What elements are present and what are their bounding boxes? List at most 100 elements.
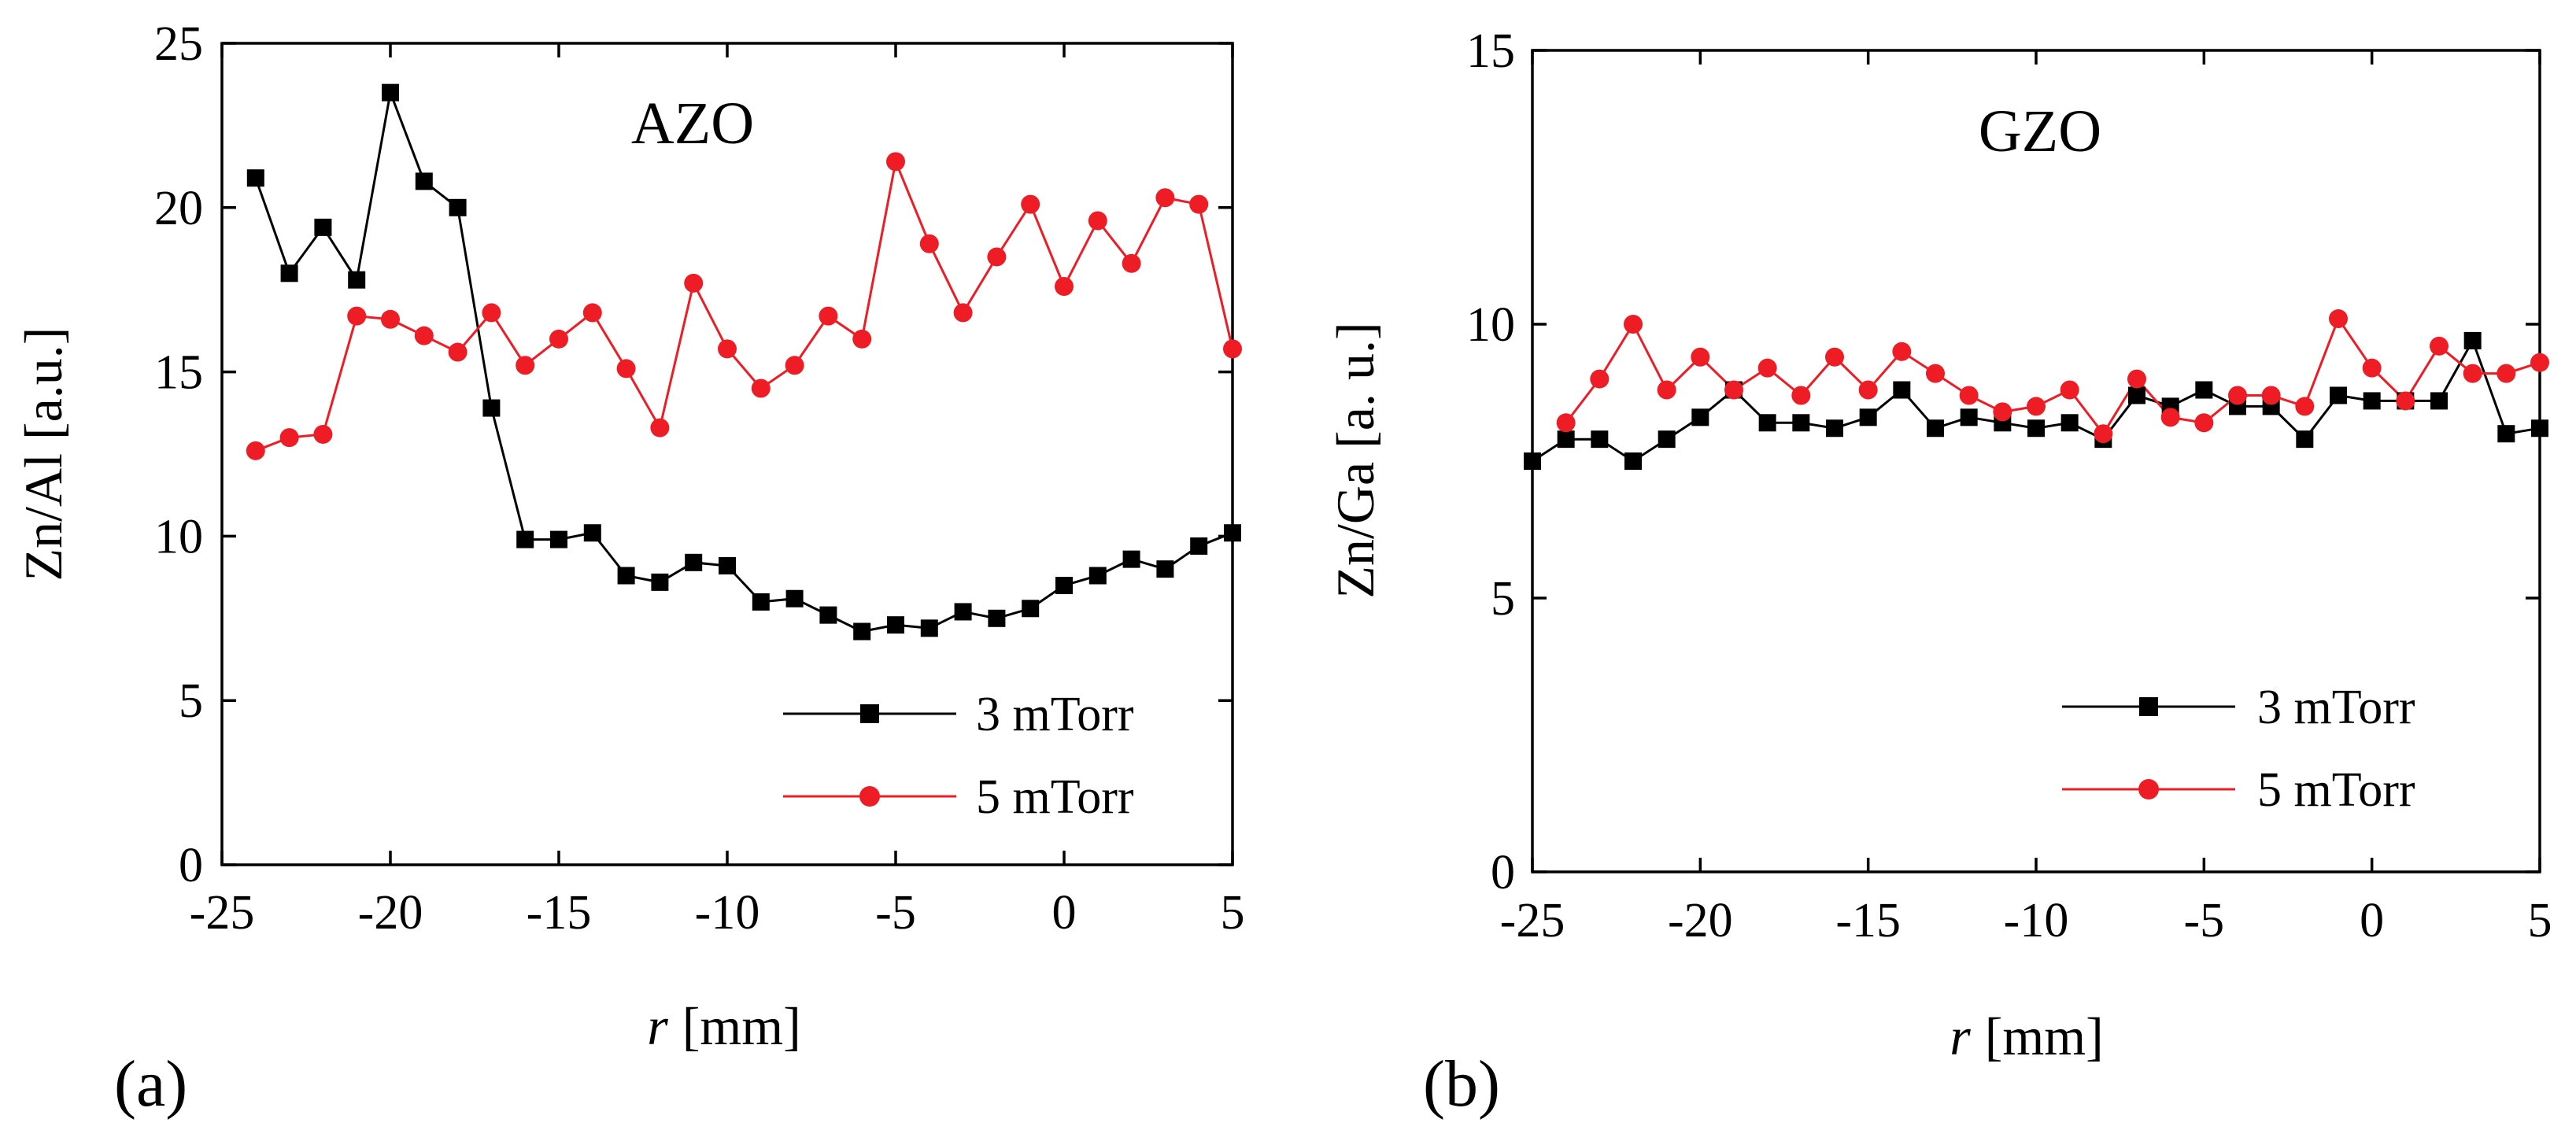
panel-b-x-tick-label: 5	[2528, 894, 2552, 947]
panel-b-point-5mtorr	[2362, 358, 2382, 378]
panel-b-point-5mtorr	[2261, 386, 2281, 405]
panel-b-point-5mtorr	[2060, 380, 2079, 400]
panel-b-point-5mtorr	[1825, 347, 1844, 367]
panel-b-point-3mtorr	[2027, 419, 2045, 438]
panel-b-point-3mtorr	[1792, 414, 1810, 432]
panel-b-x-tick-label: -25	[1500, 894, 1565, 947]
panel-a-point-5mtorr	[516, 356, 535, 375]
panel-a-point-5mtorr	[987, 247, 1007, 267]
panel-a-legend-label-3mtorr: 3 mTorr	[976, 688, 1134, 741]
panel-a-point-3mtorr	[1122, 550, 1140, 568]
panel-b-x-axis-title: r [mm]	[1950, 1006, 2104, 1066]
panel-a-point-5mtorr	[246, 441, 265, 460]
panel-a-point-5mtorr	[852, 329, 872, 349]
panel-a-point-3mtorr	[785, 589, 804, 607]
panel-b-y-tick-label: 10	[1466, 298, 1515, 352]
panel-b-point-5mtorr	[1959, 386, 1979, 405]
panel-b-point-3mtorr	[2363, 392, 2381, 410]
panel-a-point-5mtorr	[684, 273, 704, 293]
panel-a-title: AZO	[631, 90, 754, 157]
panel-b-point-3mtorr	[1658, 430, 1676, 449]
panel-a-point-5mtorr	[718, 339, 737, 359]
panel-a-y-tick-label: 0	[179, 839, 203, 892]
panel-a-point-5mtorr	[785, 356, 804, 375]
panel-a-point-5mtorr	[279, 428, 299, 448]
panel-b-point-3mtorr	[1893, 381, 1911, 399]
panel-b-point-3mtorr	[1859, 408, 1877, 427]
panel-a-point-3mtorr	[1055, 577, 1073, 595]
panel-a-point-3mtorr	[1022, 600, 1040, 618]
panel-b-point-5mtorr	[1791, 386, 1811, 405]
panel-b-point-3mtorr	[1557, 430, 1575, 449]
panel-b-point-3mtorr	[2531, 419, 2548, 438]
panel-a-point-5mtorr	[347, 306, 367, 326]
panel-b-title: GZO	[1979, 98, 2101, 164]
panel-a-point-3mtorr	[752, 593, 770, 611]
panel-a-legend-label-5mtorr: 5 mTorr	[976, 770, 1134, 824]
panel-a-point-3mtorr	[1224, 524, 1241, 542]
panel-a-point-3mtorr	[314, 218, 332, 236]
panel-b-point-5mtorr	[1858, 380, 1878, 400]
panel-a-x-axis-unit: [mm]	[682, 996, 801, 1056]
panel-a-x-tick-label: -25	[190, 886, 255, 940]
panel-a-point-5mtorr	[582, 303, 602, 323]
panel-a-point-3mtorr	[348, 271, 366, 289]
panel-b-point-5mtorr	[2295, 397, 2315, 416]
panel-b-point-3mtorr	[2128, 386, 2145, 404]
panel-b-point-5mtorr	[2530, 353, 2549, 372]
panel-a-x-tick-label: -10	[695, 886, 760, 940]
panel-b-x-axis-variable: r	[1950, 1006, 1971, 1066]
panel-a: -25 -20 -15 -10 -5 0 5 0 5 10 15 20 25 AZO Zn/Al [a.…	[13, 17, 1245, 1121]
panel-a-point-3mtorr	[516, 530, 534, 548]
panel-a-point-3mtorr	[920, 619, 938, 637]
panel-a-ticks: -25 -20 -15 -10 -5 0 5 0 5 10 15 20 25	[154, 17, 1245, 940]
panel-a-point-3mtorr	[651, 573, 669, 591]
panel-a-legend-marker-5mtorr	[859, 786, 880, 807]
panel-b-point-5mtorr	[2430, 336, 2448, 356]
panel-a-point-5mtorr	[819, 306, 838, 326]
panel-a-point-3mtorr	[246, 169, 264, 187]
panel-a-point-5mtorr	[1122, 253, 1141, 273]
panel-b-point-5mtorr	[1724, 380, 1743, 400]
panel-b-point-5mtorr	[2329, 309, 2348, 329]
panel-b: -25 -20 -15 -10 -5 0 5 0 5 10 15 GZO Zn/Ga [a. u.]…	[1325, 24, 2552, 1121]
panel-a-label: (a)	[114, 1047, 187, 1121]
panel-a-point-5mtorr	[549, 329, 568, 349]
panel-a-point-5mtorr	[482, 303, 501, 323]
panel-b-point-3mtorr	[2060, 414, 2079, 432]
panel-a-point-3mtorr	[685, 553, 703, 571]
panel-b-point-5mtorr	[2396, 391, 2415, 411]
panel-a-point-3mtorr	[449, 198, 467, 216]
panel-b-point-5mtorr	[2094, 424, 2113, 444]
panel-a-point-5mtorr	[313, 424, 333, 444]
panel-a-y-tick-label: 10	[154, 510, 203, 563]
panel-a-point-3mtorr	[1190, 537, 1208, 555]
panel-b-y-tick-label: 5	[1491, 572, 1515, 626]
panel-b-point-3mtorr	[2497, 425, 2515, 443]
panel-b-point-3mtorr	[2296, 430, 2314, 449]
panel-b-label: (b)	[1423, 1047, 1500, 1121]
panel-b-point-3mtorr	[2430, 392, 2448, 410]
panel-a-x-tick-label: 0	[1052, 886, 1077, 940]
panel-a-point-3mtorr	[617, 567, 635, 585]
panel-a-x-axis-variable: r	[647, 996, 668, 1056]
panel-a-y-axis-title: Zn/Al [a.u.]	[13, 327, 73, 582]
panel-a-point-3mtorr	[819, 606, 837, 624]
panel-b-point-5mtorr	[1691, 347, 1710, 367]
panel-a-point-5mtorr	[886, 152, 905, 172]
panel-b-point-3mtorr	[1927, 419, 1944, 438]
panel-a-y-tick-label: 15	[154, 346, 203, 400]
panel-a-point-3mtorr	[853, 622, 871, 641]
panel-b-point-3mtorr	[2330, 386, 2347, 404]
panel-b-point-5mtorr	[1657, 380, 1676, 400]
panel-a-point-5mtorr	[1155, 188, 1175, 208]
panel-b-point-5mtorr	[2463, 364, 2482, 383]
panel-b-point-5mtorr	[1757, 358, 1777, 378]
panel-a-y-tick-label: 25	[154, 17, 203, 71]
panel-a-point-5mtorr	[650, 418, 670, 438]
panel-b-y-tick-label: 0	[1491, 846, 1515, 899]
panel-b-x-tick-label: -10	[2004, 894, 2069, 947]
panel-a-x-tick-label: -20	[358, 886, 423, 940]
panel-b-point-3mtorr	[1624, 452, 1642, 470]
panel-b-series-markers	[1524, 309, 2549, 470]
